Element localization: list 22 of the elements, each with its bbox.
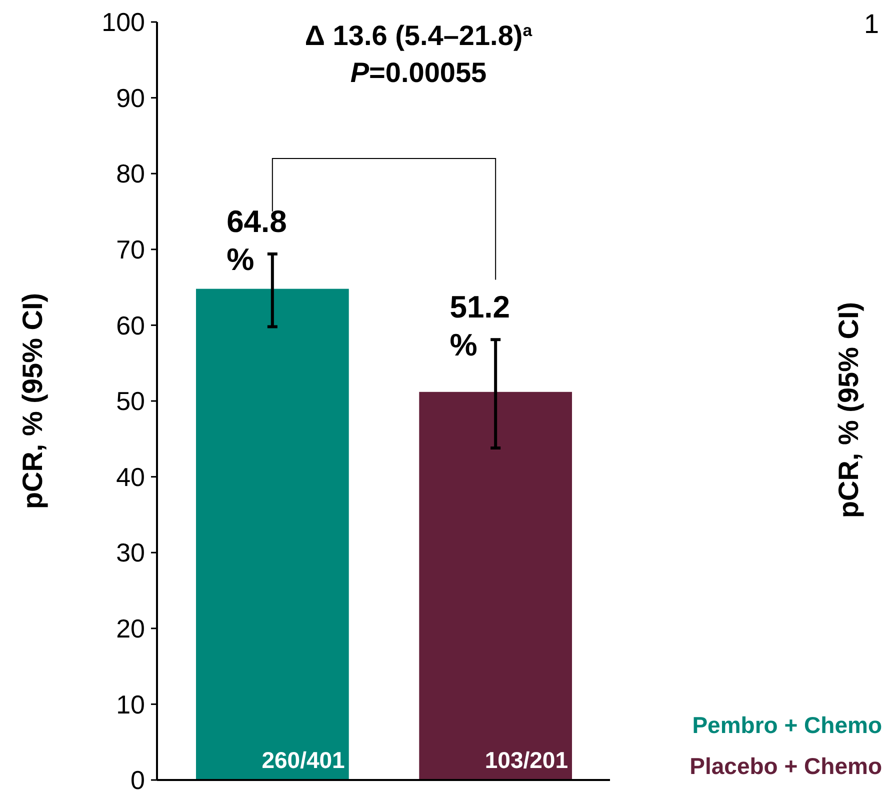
data-label: 51.2% [450,290,510,363]
y-tick-label: 10 [116,689,145,720]
chart-title: Δ 13.6 (5.4–21.8)$^{a}$ [304,20,533,51]
y-tick-label: 80 [116,158,145,189]
y-tick-label: 70 [116,234,145,264]
y-tick-label: 50 [116,386,145,416]
y-tick-label: 90 [116,82,145,113]
y-tick-label: 20 [116,614,145,644]
text: 1 [864,9,880,39]
y-tick-label: 60 [116,310,145,340]
text: Pembro + Chemo [692,712,882,738]
data-label: 64.8% [226,204,287,277]
y-tick-label: 100 [102,7,145,38]
y-tick-label: 0 [130,765,145,796]
y-tick-label: 40 [116,462,145,492]
annotation: 260/401 [262,747,346,773]
text: pCR, % (95% CI) [833,302,864,518]
annotation: 103/201 [484,747,568,773]
text: Placebo + Chemo [690,753,882,779]
text: P=0.00055 [350,57,487,88]
y-axis-title: pCR, % (95% CI) [17,292,48,510]
y-tick-label: 30 [116,538,145,568]
